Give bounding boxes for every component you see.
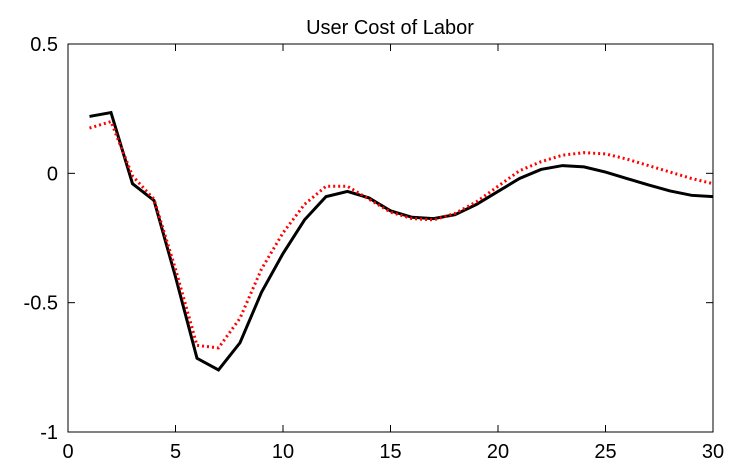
x-tick-label: 15	[379, 441, 401, 463]
x-tick-label: 10	[272, 441, 294, 463]
chart-title: User Cost of Labor	[306, 17, 474, 39]
series-line	[89, 119, 714, 350]
y-tick-label: -1	[40, 422, 58, 444]
x-tick-label: 0	[62, 441, 73, 463]
x-tick-label: 5	[170, 441, 181, 463]
y-tick-label: 0	[47, 163, 58, 185]
x-tick-label: 25	[594, 441, 616, 463]
x-tick-label: 20	[487, 441, 509, 463]
y-tick-label: 0.5	[30, 34, 58, 56]
y-tick-label: -0.5	[24, 293, 58, 315]
x-tick-label: 30	[702, 441, 724, 463]
